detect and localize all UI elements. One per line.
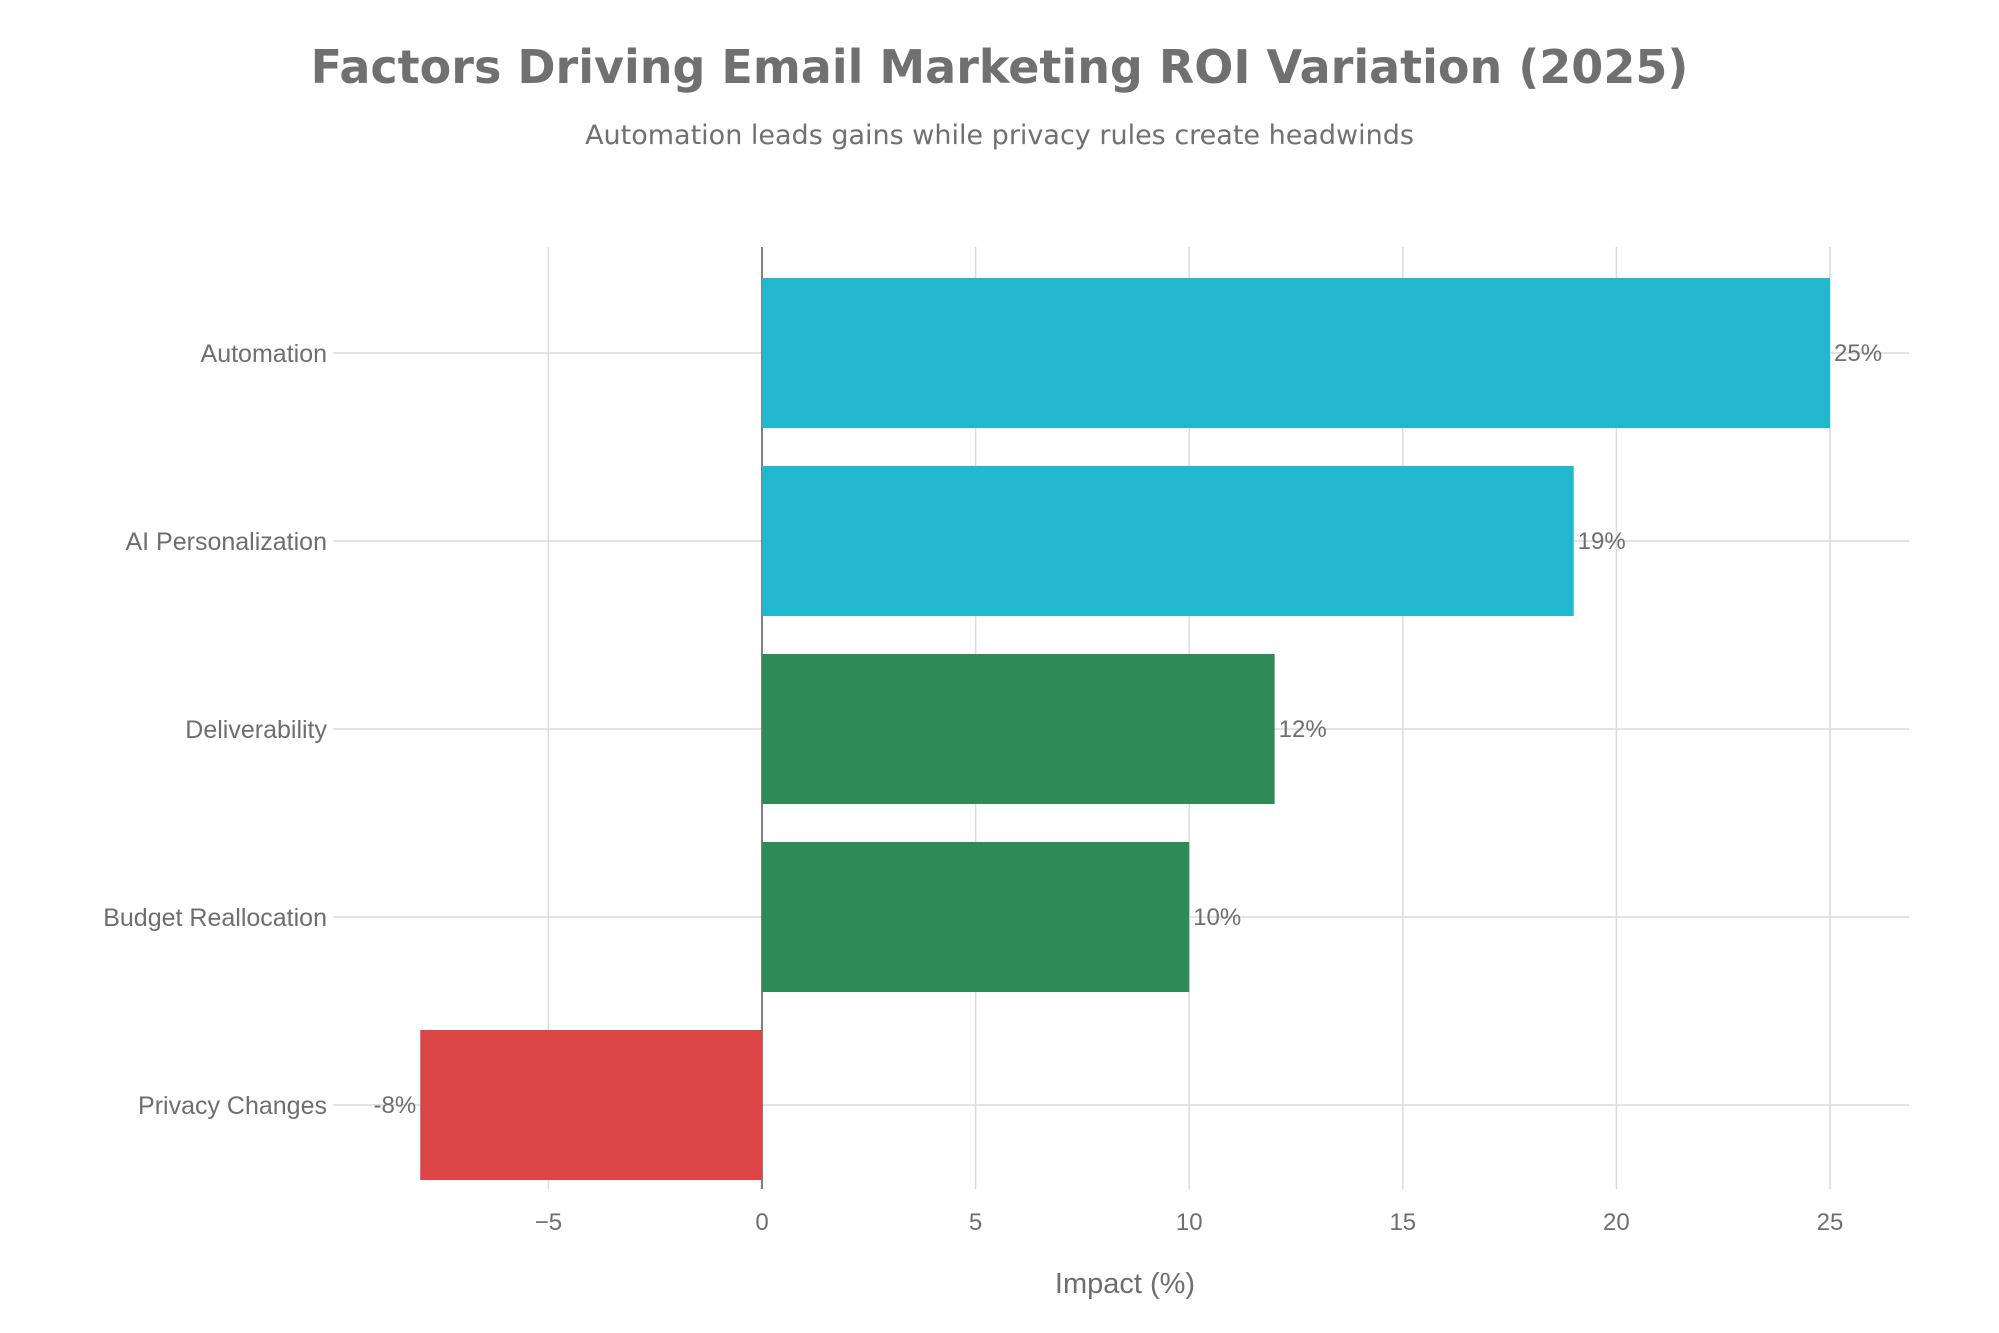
data-label: 19%: [1578, 528, 1626, 555]
x-tick-label: 20: [1603, 1209, 1630, 1236]
data-label: -8%: [374, 1092, 417, 1119]
x-axis-title: Impact (%): [1055, 1268, 1195, 1300]
bar: [762, 278, 1830, 428]
y-tick-label: AI Personalization: [125, 528, 327, 556]
y-tick-label: Automation: [201, 340, 327, 368]
y-tick-label: Deliverability: [185, 716, 327, 744]
bar: [762, 654, 1275, 804]
chart-title: Factors Driving Email Marketing ROI Vari…: [310, 40, 1689, 94]
x-tick-label: 5: [969, 1209, 982, 1236]
bar: [420, 1030, 762, 1180]
x-tick-label: 15: [1389, 1209, 1416, 1236]
data-label: 25%: [1834, 340, 1882, 367]
bars: [420, 278, 1830, 1180]
bar: [762, 466, 1574, 616]
x-tick-label: −5: [535, 1209, 562, 1236]
bar: [762, 842, 1190, 992]
data-label: 12%: [1279, 716, 1327, 743]
x-tick-label: 25: [1817, 1209, 1844, 1236]
x-tick-label: 10: [1176, 1209, 1203, 1236]
labels: −5 0 5 10 15 20 25 Automation AI Personalization…: [103, 340, 1882, 1236]
data-label: 10%: [1193, 904, 1241, 931]
chart-subtitle: Automation leads gains while privacy rul…: [585, 120, 1414, 151]
x-tick-label: 0: [755, 1209, 768, 1236]
y-tick-label: Privacy Changes: [138, 1092, 327, 1120]
y-tick-label: Budget Reallocation: [103, 904, 327, 932]
